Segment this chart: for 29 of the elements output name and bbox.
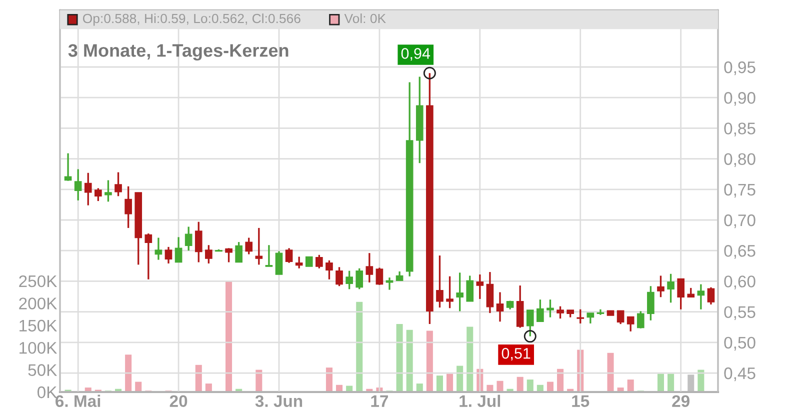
y2-tick-label: 200K xyxy=(19,298,58,310)
annotation: Op:0.588, Hi:0.59, Lo:0.562, Cl:0.566 xyxy=(82,13,300,26)
y2-tick-label: 0K xyxy=(37,386,58,398)
y-tick-label: 0,70 xyxy=(724,214,756,228)
y-tick-label: 0,95 xyxy=(724,61,756,76)
annotation: 0,94 xyxy=(401,48,430,61)
x-tick-label: 29 xyxy=(672,395,690,408)
text: 3 Monate, 1-Tages-Kerzen xyxy=(68,44,288,61)
y-tick-label: 0,75 xyxy=(724,184,756,198)
x-tick-label: 1. Jul xyxy=(460,394,500,408)
annotation: 0,51 xyxy=(502,348,530,361)
x-tick-label: 20 xyxy=(170,395,188,408)
y-tick-label: 0,90 xyxy=(724,92,756,106)
y-tick-label: 0,85 xyxy=(724,122,756,136)
x-tick-label: 17 xyxy=(371,395,388,407)
y-tick-label: 0,55 xyxy=(724,306,756,320)
y-tick-label: 0,50 xyxy=(724,336,756,351)
annotation: Vol: 0K xyxy=(344,13,386,24)
y-tick-label: 0,80 xyxy=(724,153,756,167)
y2-tick-label: 100K xyxy=(20,342,58,354)
y2-tick-label: 50K xyxy=(28,364,58,376)
y-tick-label: 0,65 xyxy=(724,245,756,259)
y-tick-label: 0,60 xyxy=(724,276,756,290)
y-tick-label: 0,45 xyxy=(724,367,756,382)
x-tick-label: 6. Mai xyxy=(56,394,100,408)
x-tick-label: 3. Jun xyxy=(255,395,302,408)
y2-tick-label: 250K xyxy=(19,275,58,288)
x-tick-label: 15 xyxy=(572,395,590,408)
y2-tick-label: 150K xyxy=(20,320,58,332)
